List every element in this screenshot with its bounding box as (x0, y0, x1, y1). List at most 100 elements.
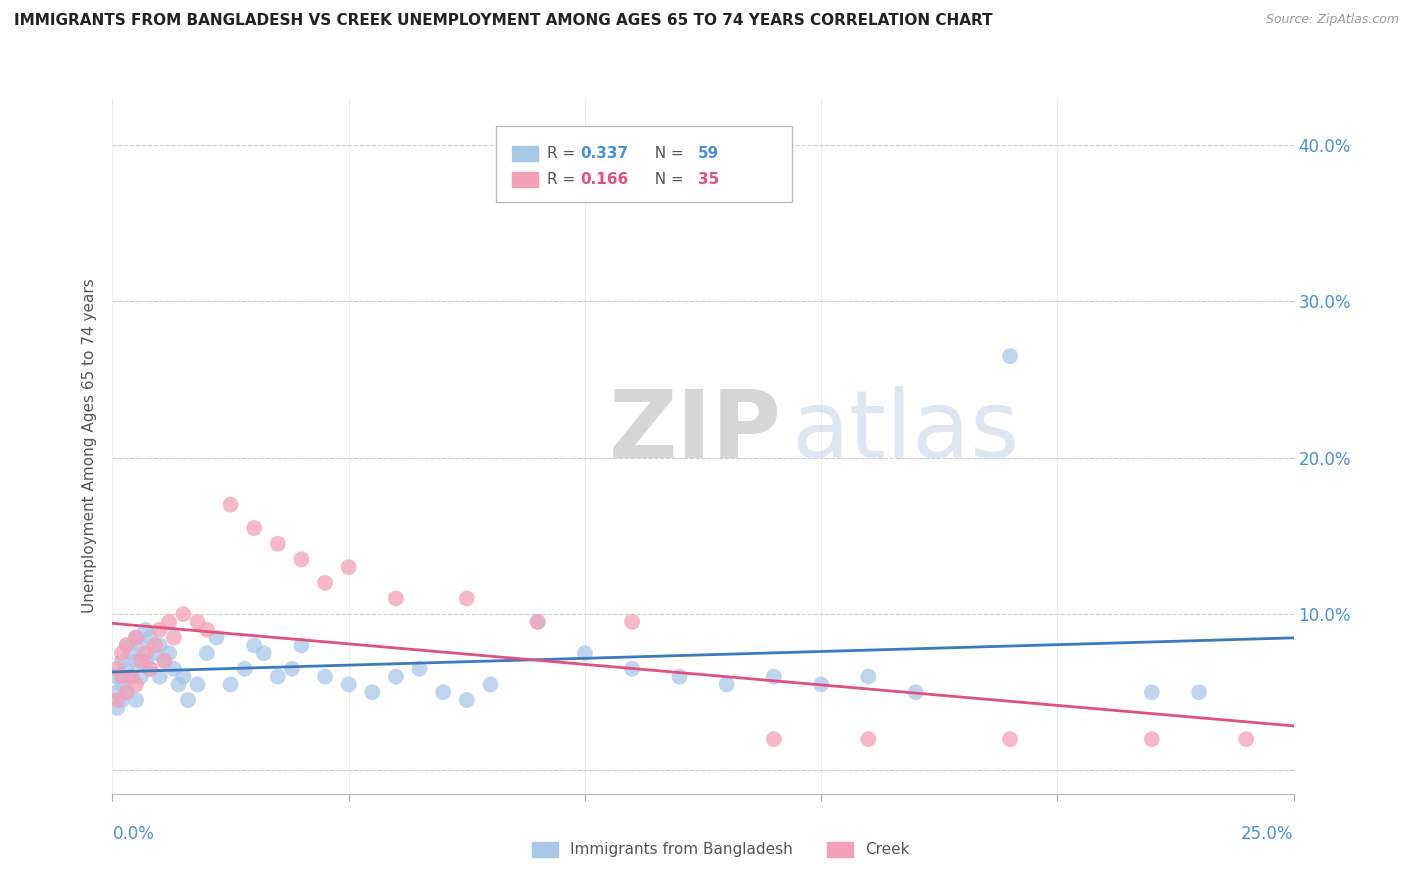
Text: Source: ZipAtlas.com: Source: ZipAtlas.com (1265, 13, 1399, 27)
Bar (512, 146, 537, 161)
Point (120, 670, 142, 684)
Point (177, 693, 200, 707)
Point (172, 670, 194, 684)
Point (432, 685, 454, 699)
Point (135, 654, 157, 668)
Text: R =: R = (547, 172, 581, 187)
Text: N =: N = (645, 146, 689, 161)
Y-axis label: Unemployment Among Ages 65 to 74 years: Unemployment Among Ages 65 to 74 years (82, 278, 97, 614)
Point (456, 591, 478, 606)
Point (163, 662, 186, 676)
Point (998, 732, 1021, 747)
Point (479, 677, 502, 691)
Point (904, 685, 927, 699)
Point (125, 693, 148, 707)
Point (314, 670, 336, 684)
Point (621, 615, 644, 629)
Point (149, 670, 172, 684)
Point (105, 701, 128, 715)
Point (129, 670, 152, 684)
Point (716, 677, 738, 691)
Point (139, 662, 162, 676)
Point (111, 654, 134, 668)
Point (105, 693, 128, 707)
Point (149, 638, 172, 652)
Point (267, 670, 290, 684)
Point (526, 615, 548, 629)
Point (195, 623, 218, 637)
Point (153, 654, 176, 668)
Point (163, 631, 186, 645)
Point (253, 646, 276, 660)
Point (139, 662, 162, 676)
Text: ZIP: ZIP (609, 386, 782, 478)
Point (125, 654, 148, 668)
Point (408, 662, 430, 676)
Point (337, 677, 360, 691)
Point (149, 623, 172, 637)
Point (120, 670, 142, 684)
Point (1188, 685, 1211, 699)
Point (129, 654, 152, 668)
Text: 25.0%: 25.0% (1241, 825, 1294, 843)
Point (186, 615, 208, 629)
Point (456, 693, 478, 707)
Text: 35: 35 (699, 172, 720, 187)
Point (1140, 732, 1163, 747)
Point (111, 670, 134, 684)
Point (243, 638, 266, 652)
Text: atlas: atlas (792, 386, 1019, 478)
Point (385, 591, 408, 606)
Text: Creek: Creek (865, 842, 910, 857)
Point (105, 662, 128, 676)
Point (621, 662, 644, 676)
Point (219, 498, 242, 512)
Point (143, 638, 166, 652)
Point (1140, 685, 1163, 699)
Point (135, 623, 157, 637)
Point (205, 631, 228, 645)
Point (172, 607, 194, 621)
Point (125, 631, 148, 645)
Text: N =: N = (645, 172, 689, 187)
Point (314, 575, 336, 590)
Point (125, 677, 148, 691)
Point (111, 646, 134, 660)
Point (157, 615, 180, 629)
Point (267, 537, 290, 551)
Point (762, 670, 785, 684)
Text: 0.166: 0.166 (581, 172, 628, 187)
Point (762, 732, 785, 747)
FancyBboxPatch shape (496, 126, 792, 202)
Text: R =: R = (547, 146, 581, 161)
Point (858, 732, 880, 747)
Point (281, 662, 304, 676)
Point (135, 646, 157, 660)
Point (115, 685, 138, 699)
Bar (827, 842, 853, 857)
Text: 59: 59 (699, 146, 720, 161)
Point (243, 521, 266, 535)
Bar (512, 172, 537, 187)
Point (361, 685, 384, 699)
Point (167, 677, 190, 691)
Point (115, 638, 138, 652)
Point (143, 646, 166, 660)
Point (120, 646, 142, 660)
Point (998, 349, 1021, 363)
Point (290, 638, 312, 652)
Point (115, 638, 138, 652)
Point (157, 646, 180, 660)
Point (186, 677, 208, 691)
Point (668, 670, 690, 684)
Point (290, 552, 312, 566)
Point (125, 631, 148, 645)
Point (195, 646, 218, 660)
Text: 0.0%: 0.0% (112, 825, 155, 843)
Text: IMMIGRANTS FROM BANGLADESH VS CREEK UNEMPLOYMENT AMONG AGES 65 TO 74 YEARS CORRE: IMMIGRANTS FROM BANGLADESH VS CREEK UNEM… (14, 13, 993, 29)
Point (105, 685, 128, 699)
Point (574, 646, 596, 660)
Point (1234, 732, 1257, 747)
Point (858, 670, 880, 684)
Text: 0.337: 0.337 (581, 146, 628, 161)
